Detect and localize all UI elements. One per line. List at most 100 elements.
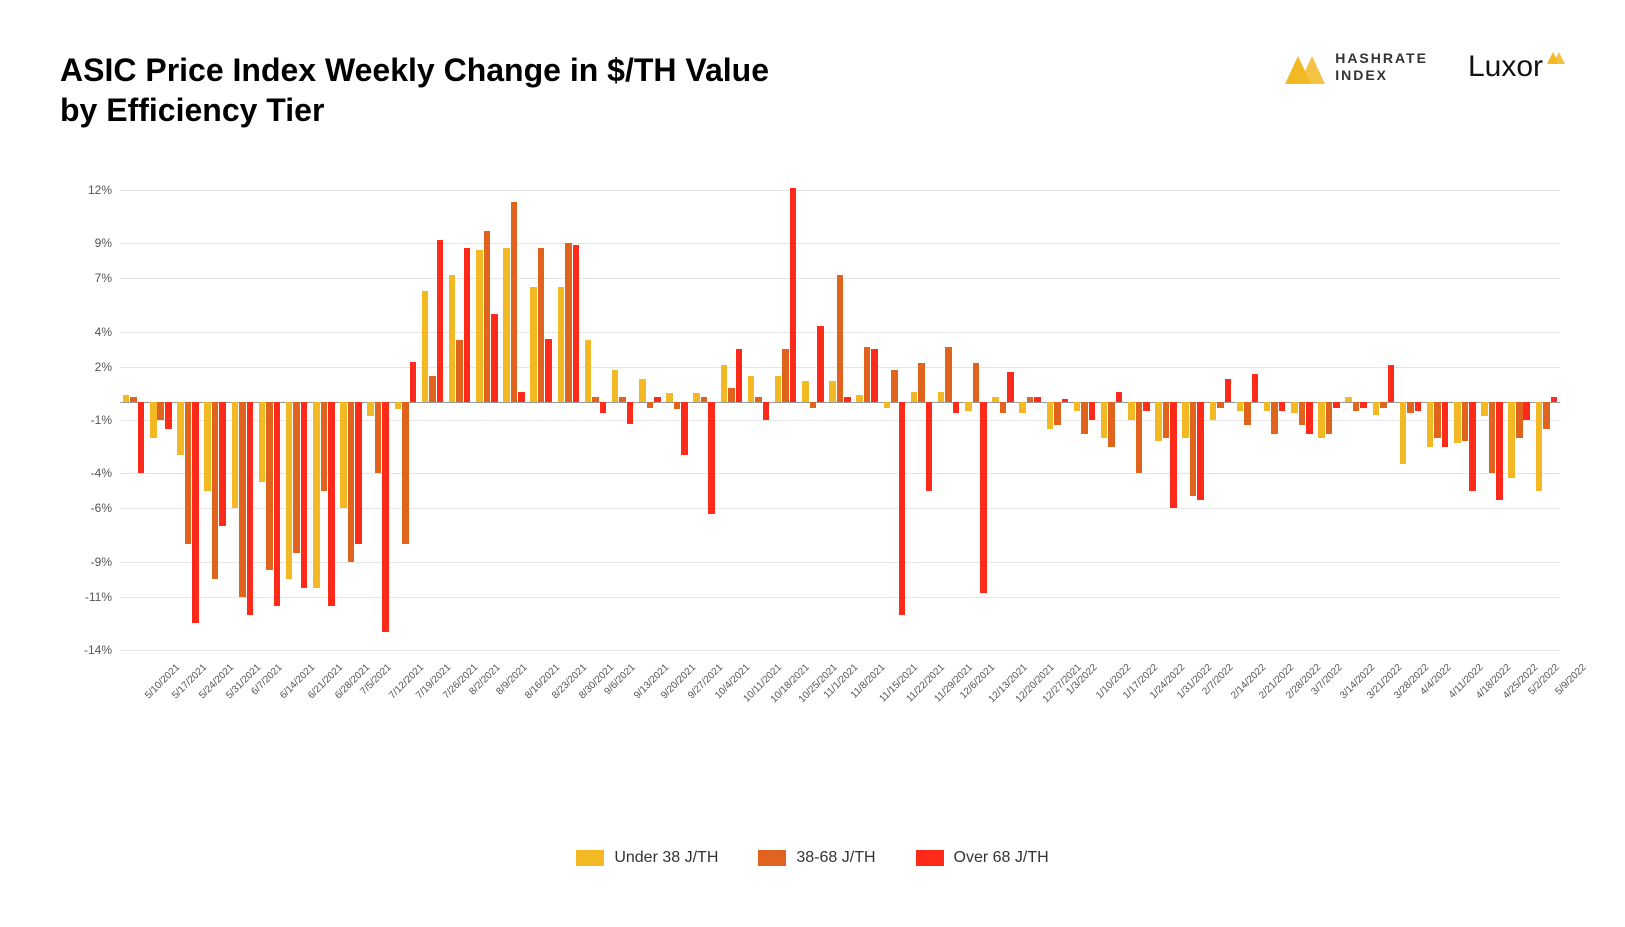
data-bar — [177, 402, 184, 455]
data-bar — [1190, 402, 1197, 496]
data-bar — [1143, 402, 1150, 411]
data-bar — [810, 402, 817, 407]
y-tick-label: 2% — [95, 360, 112, 374]
data-bar — [1306, 402, 1313, 434]
data-bar — [1210, 402, 1217, 420]
data-bar — [654, 397, 661, 402]
data-bar — [1264, 402, 1271, 411]
data-bar — [953, 402, 960, 413]
data-bar — [1101, 402, 1108, 437]
data-bar — [891, 370, 898, 402]
data-bar — [864, 347, 871, 402]
data-bar — [123, 395, 130, 402]
data-bar — [150, 402, 157, 437]
luxor-triangle-icon — [1547, 50, 1565, 64]
chart-legend: Under 38 J/TH 38-68 J/TH Over 68 J/TH — [0, 849, 1625, 867]
data-bar — [782, 349, 789, 402]
chart-plot-area: 12%9%7%4%2%-1%-4%-6%-9%-11%-14% — [120, 190, 1560, 650]
data-bar — [817, 326, 824, 402]
data-bar — [1360, 402, 1367, 407]
data-bar — [239, 402, 246, 597]
data-bar — [367, 402, 374, 416]
data-bar — [1326, 402, 1333, 434]
data-bar — [1462, 402, 1469, 441]
y-tick-label: -4% — [91, 466, 112, 480]
data-bar — [1427, 402, 1434, 446]
data-bar — [1027, 397, 1034, 402]
data-bar — [1047, 402, 1054, 429]
data-bar — [1380, 402, 1387, 407]
y-tick-label: -9% — [91, 555, 112, 569]
legend-swatch-over68 — [916, 850, 944, 866]
data-bar — [612, 370, 619, 402]
data-bar — [992, 397, 999, 402]
data-bar — [592, 397, 599, 402]
data-bar — [511, 202, 518, 402]
hashrate-logo-text: HASHRATE INDEX — [1335, 50, 1428, 84]
gridline — [120, 650, 1560, 651]
data-bar — [1299, 402, 1306, 425]
data-bar — [701, 397, 708, 402]
legend-item-under38: Under 38 J/TH — [576, 849, 718, 867]
data-bar — [130, 397, 137, 402]
legend-item-over68: Over 68 J/TH — [916, 849, 1049, 867]
data-bar — [1469, 402, 1476, 490]
data-bar — [938, 392, 945, 403]
data-bar — [437, 240, 444, 403]
data-bar — [1034, 397, 1041, 402]
data-bar — [185, 402, 192, 544]
legend-label-over68: Over 68 J/TH — [954, 849, 1049, 867]
data-bar — [1442, 402, 1449, 446]
data-bar — [232, 402, 239, 508]
data-bar — [837, 275, 844, 402]
data-bar — [1551, 397, 1558, 402]
data-bar — [666, 393, 673, 402]
data-bar — [1279, 402, 1286, 411]
data-bar — [1054, 402, 1061, 425]
data-bar — [219, 402, 226, 526]
bars-container — [120, 190, 1560, 650]
data-bar — [247, 402, 254, 614]
data-bar — [573, 245, 580, 402]
data-bar — [639, 379, 646, 402]
y-tick-label: -6% — [91, 501, 112, 515]
data-bar — [871, 349, 878, 402]
y-tick-label: 4% — [95, 325, 112, 339]
data-bar — [1217, 402, 1224, 407]
y-axis: 12%9%7%4%2%-1%-4%-6%-9%-11%-14% — [70, 190, 120, 650]
data-bar — [1197, 402, 1204, 499]
legend-label-under38: Under 38 J/TH — [614, 849, 718, 867]
data-bar — [748, 376, 755, 403]
data-bar — [1415, 402, 1422, 411]
data-bar — [1489, 402, 1496, 473]
logos-container: HASHRATE INDEX Luxor — [1285, 50, 1565, 84]
data-bar — [530, 287, 537, 402]
data-bar — [844, 397, 851, 402]
data-bar — [1543, 402, 1550, 429]
data-bar — [1523, 402, 1530, 420]
data-bar — [1163, 402, 1170, 437]
hashrate-line2: INDEX — [1335, 67, 1388, 83]
data-bar — [165, 402, 172, 429]
data-bar — [1182, 402, 1189, 437]
x-axis-labels: 5/10/20215/17/20215/24/20215/31/20216/7/… — [120, 658, 1560, 738]
data-bar — [1373, 402, 1380, 414]
data-bar — [1496, 402, 1503, 499]
data-bar — [1225, 379, 1232, 402]
data-bar — [681, 402, 688, 455]
data-bar — [1400, 402, 1407, 464]
data-bar — [1244, 402, 1251, 425]
data-bar — [980, 402, 987, 593]
data-bar — [355, 402, 362, 544]
data-bar — [212, 402, 219, 579]
data-bar — [693, 393, 700, 402]
data-bar — [585, 340, 592, 402]
data-bar — [1516, 402, 1523, 437]
data-bar — [138, 402, 145, 473]
legend-swatch-under38 — [576, 850, 604, 866]
data-bar — [721, 365, 728, 402]
data-bar — [274, 402, 281, 605]
luxor-text: Luxor — [1468, 50, 1543, 84]
data-bar — [503, 248, 510, 402]
data-bar — [1345, 397, 1352, 402]
